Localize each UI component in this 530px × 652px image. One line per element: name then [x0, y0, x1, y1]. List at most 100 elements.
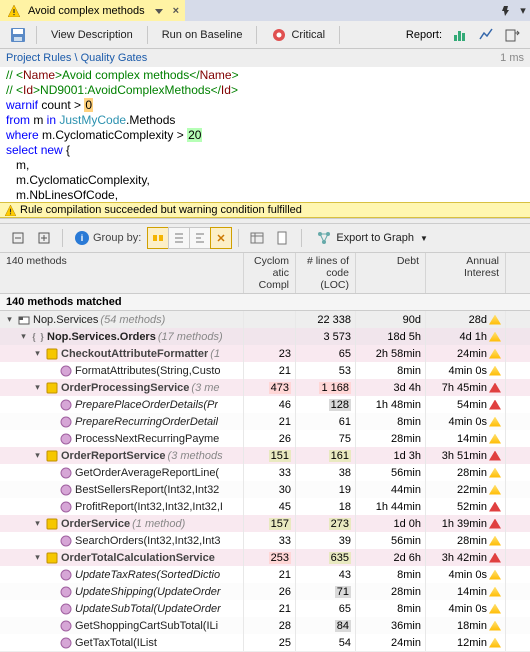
warning-icon — [6, 3, 22, 19]
result-row[interactable]: ▾OrderProcessingService (3 me4731 1683d … — [0, 379, 530, 396]
result-row[interactable]: ▾Nop.Services (54 methods)22 33890d28d — [0, 311, 530, 328]
main-toolbar: View Description Run on Baseline Critica… — [0, 21, 530, 49]
cls-icon — [45, 381, 59, 395]
report-export-button[interactable] — [500, 24, 524, 46]
crumb-b[interactable]: Quality Gates — [81, 52, 148, 64]
col-debt[interactable]: Debt — [356, 253, 426, 293]
result-row[interactable]: UpdateTaxRates(SortedDictio21438min4min … — [0, 566, 530, 583]
col-methods[interactable]: 140 methods — [0, 253, 244, 293]
result-row[interactable]: BestSellersReport(Int32,Int32301944min22… — [0, 481, 530, 498]
trend-icon — [489, 332, 501, 342]
report-barchart-button[interactable] — [448, 24, 472, 46]
col-cc[interactable]: CyclomaticCompl — [244, 253, 296, 293]
result-row[interactable]: GetOrderAverageReportLine(333856min28min — [0, 464, 530, 481]
run-on-baseline-button[interactable]: Run on Baseline — [154, 24, 251, 46]
result-row[interactable]: PreparePlaceOrderDetails(Pr461281h 48min… — [0, 396, 530, 413]
cls-icon — [45, 551, 59, 565]
ns-icon: { } — [31, 330, 45, 344]
crumb-a[interactable]: Project Rules — [6, 52, 71, 64]
trend-icon — [489, 638, 501, 648]
view-description-button[interactable]: View Description — [43, 24, 141, 46]
trend-icon — [489, 519, 501, 529]
editor-tab[interactable]: Avoid complex methods × — [0, 0, 185, 21]
expand-icon[interactable]: ▾ — [32, 518, 43, 529]
expand-all-button[interactable] — [32, 227, 56, 249]
group-type-button[interactable] — [189, 227, 211, 249]
trend-icon — [489, 604, 501, 614]
result-row[interactable]: PrepareRecurringOrderDetail21618min4min … — [0, 413, 530, 430]
expand-icon[interactable]: ▾ — [18, 331, 29, 342]
cls-icon — [45, 517, 59, 531]
groupby-label: i Group by: — [75, 231, 141, 245]
export-excel-button[interactable] — [245, 227, 269, 249]
critical-button[interactable]: Critical — [263, 24, 333, 46]
group-flat-button[interactable] — [210, 227, 232, 249]
result-row[interactable]: ▾OrderService (1 method)1572731d 0h1h 39… — [0, 515, 530, 532]
breadcrumb: Project Rules \ Quality Gates 1 ms — [0, 49, 530, 67]
code-editor[interactable]: // <Name>Avoid complex methods</Name> //… — [0, 67, 530, 202]
trend-icon — [489, 383, 501, 393]
result-row[interactable]: ▾{ }Nop.Services.Orders (17 methods)3 57… — [0, 328, 530, 345]
trend-icon — [489, 587, 501, 597]
trend-icon — [489, 621, 501, 631]
cls-icon — [45, 449, 59, 463]
expand-icon[interactable]: ▾ — [32, 348, 43, 359]
expand-icon[interactable]: ▾ — [32, 450, 43, 461]
m-icon — [59, 483, 73, 497]
compile-status: Rule compilation succeeded but warning c… — [0, 202, 530, 218]
report-label: Report: — [406, 29, 442, 41]
m-icon — [59, 398, 73, 412]
col-loc[interactable]: # lines ofcode(LOC) — [296, 253, 356, 293]
m-icon — [59, 585, 73, 599]
critical-icon — [271, 27, 287, 43]
expand-icon[interactable]: ▾ — [32, 552, 43, 563]
result-row[interactable]: UpdateSubTotal(UpdateOrder21658min4min 0… — [0, 600, 530, 617]
trend-icon — [489, 349, 501, 359]
close-tab-icon[interactable]: × — [173, 5, 179, 17]
m-icon — [59, 500, 73, 514]
trend-icon — [489, 536, 501, 546]
results-list: ▾Nop.Services (54 methods)22 33890d28d▾{… — [0, 311, 530, 651]
col-annual[interactable]: AnnualInterest — [426, 253, 506, 293]
m-icon — [59, 364, 73, 378]
group-asm-button[interactable] — [147, 227, 169, 249]
result-row[interactable]: ProcessNextRecurringPayme267528min14min — [0, 430, 530, 447]
pin-icon[interactable] — [496, 0, 516, 21]
collapse-all-button[interactable] — [6, 227, 30, 249]
result-row[interactable]: SearchOrders(Int32,Int32,Int3333956min28… — [0, 532, 530, 549]
report-trend-button[interactable] — [474, 24, 498, 46]
result-row[interactable]: ProfitReport(Int32,Int32,Int32,I45181h 4… — [0, 498, 530, 515]
result-row[interactable]: ▾OrderTotalCalculationService2536352d 6h… — [0, 549, 530, 566]
trend-icon — [489, 315, 501, 325]
trend-icon — [489, 468, 501, 478]
info-icon: i — [75, 231, 89, 245]
m-icon — [59, 602, 73, 616]
column-headers: 140 methods CyclomaticCompl # lines ofco… — [0, 252, 530, 294]
result-row[interactable]: UpdateShipping(UpdateOrder267128min14min — [0, 583, 530, 600]
result-row[interactable]: GetTaxTotal(IList255424min12min — [0, 634, 530, 651]
expand-icon[interactable]: ▾ — [4, 314, 15, 325]
result-row[interactable]: ▾OrderReportService (3 methods1511611d 3… — [0, 447, 530, 464]
m-icon — [59, 466, 73, 480]
trend-icon — [489, 570, 501, 580]
warning-icon — [4, 204, 16, 216]
window-menu-icon[interactable]: ▾ — [516, 0, 530, 21]
result-row[interactable]: ▾CheckoutAttributeFormatter (123652h 58m… — [0, 345, 530, 362]
group-ns-button[interactable] — [168, 227, 190, 249]
graph-icon — [316, 230, 332, 246]
results-toolbar: i Group by: Export to Graph ▼ — [0, 224, 530, 252]
export-graph-button[interactable]: Export to Graph ▼ — [308, 227, 436, 249]
trend-icon — [489, 502, 501, 512]
trend-icon — [489, 400, 501, 410]
export-html-button[interactable] — [271, 227, 295, 249]
trend-icon — [489, 434, 501, 444]
save-button[interactable] — [6, 24, 30, 46]
m-icon — [59, 534, 73, 548]
dropdown-icon[interactable] — [151, 3, 167, 19]
result-row[interactable]: GetShoppingCartSubTotal(ILi288436min18mi… — [0, 617, 530, 634]
expand-icon[interactable]: ▾ — [32, 382, 43, 393]
trend-icon — [489, 417, 501, 427]
trend-icon — [489, 485, 501, 495]
result-row[interactable]: FormatAttributes(String,Custo21538min4mi… — [0, 362, 530, 379]
m-icon — [59, 619, 73, 633]
